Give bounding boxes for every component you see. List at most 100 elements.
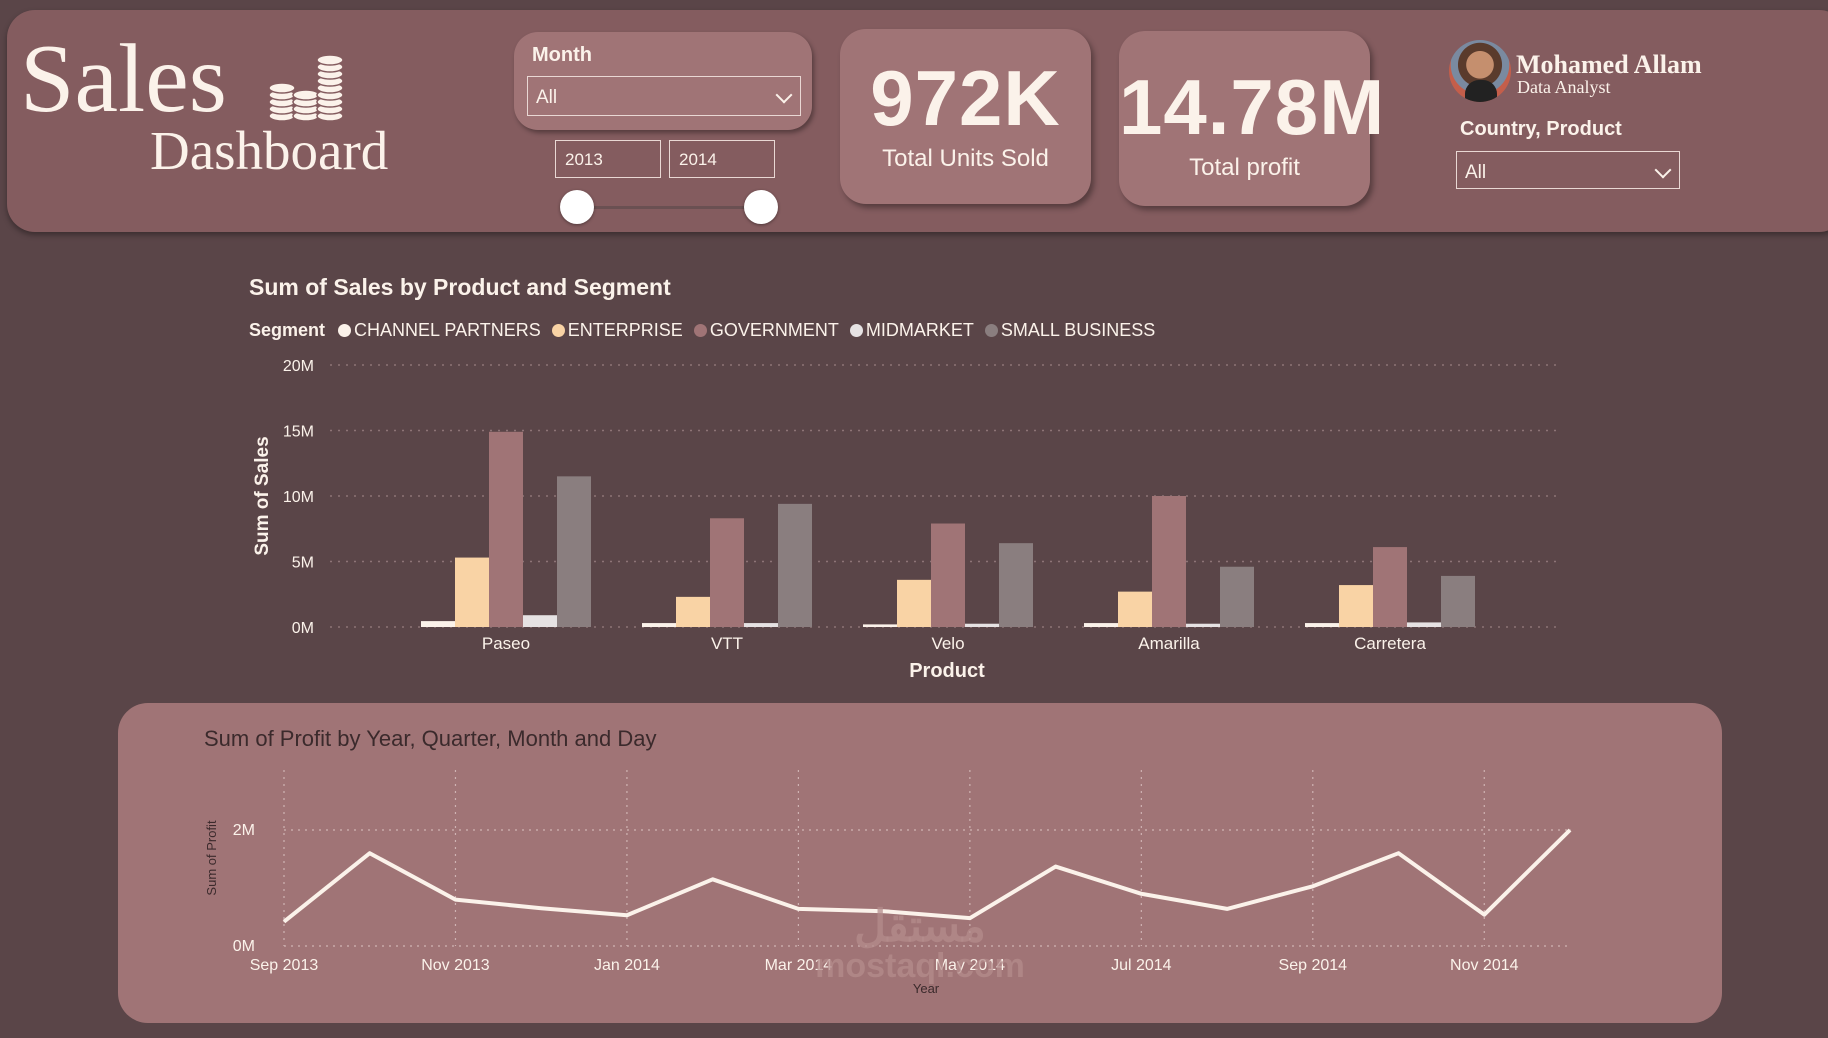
bar-small-business [1441, 575, 1475, 627]
bar-enterprise [676, 596, 710, 627]
legend-item-midmarket[interactable]: MIDMARKET [849, 320, 974, 340]
legend-item-small-business[interactable]: SMALL BUSINESS [984, 320, 1155, 340]
x-tick-label: Jul 2014 [1111, 957, 1172, 974]
profit-point [883, 910, 885, 912]
bar-small-business [1220, 566, 1254, 627]
x-tick-label: Nov 2014 [1450, 957, 1519, 974]
bar-small-business [999, 543, 1033, 627]
x-tick-label: Jan 2014 [594, 957, 660, 974]
profit-point [797, 908, 799, 910]
profit-point [1226, 908, 1228, 910]
profit-point [1569, 829, 1571, 831]
bar-channel-partners [863, 624, 897, 627]
country-product-dropdown[interactable]: All [1456, 151, 1680, 189]
kpi-units-label: Total Units Sold [882, 145, 1049, 172]
bar-midmarket [965, 623, 999, 627]
profit-point [1055, 866, 1057, 868]
bar-enterprise [455, 557, 489, 627]
year-from-input[interactable]: 2013 [555, 140, 661, 178]
bar-government [931, 523, 965, 627]
bar-enterprise [1339, 585, 1373, 627]
profit-point [540, 907, 542, 909]
bar-channel-partners [421, 621, 455, 627]
bar-enterprise [897, 579, 931, 627]
y-axis-label: Sum of Profit [204, 820, 219, 896]
profit-point [1398, 852, 1400, 854]
avatar [1449, 40, 1511, 102]
profit-point [283, 921, 285, 923]
y-tick-label: 5M [292, 555, 314, 572]
kpi-units-value: 972K [870, 54, 1061, 142]
x-tick-label: Mar 2014 [765, 957, 833, 974]
watermark: مستقل mostaql.com [800, 902, 1040, 985]
bar-small-business [778, 503, 812, 627]
bar-midmarket [1186, 623, 1220, 627]
profit-point [1140, 893, 1142, 895]
profit-point [1312, 885, 1314, 887]
x-tick-label: VTT [711, 634, 743, 653]
bar-government [1152, 496, 1186, 627]
x-tick-label: Paseo [482, 634, 530, 653]
user-role: Data Analyst [1517, 77, 1611, 97]
y-tick-label: 10M [283, 489, 314, 506]
profit-point [626, 914, 628, 916]
profit-point [712, 878, 714, 880]
legend-title: Segment [249, 320, 326, 340]
year-slider-start-handle[interactable] [560, 190, 594, 224]
x-axis-label: Product [909, 660, 985, 682]
y-tick-label: 0M [233, 938, 255, 955]
watermark-latin: mostaql.com [815, 947, 1025, 985]
bar-enterprise [1118, 591, 1152, 627]
month-dropdown-value: All [536, 87, 558, 108]
legend-item-enterprise[interactable]: ENTERPRISE [551, 320, 683, 340]
y-tick-label: 2M [233, 822, 255, 839]
kpi-profit-label: Total profit [1189, 154, 1300, 181]
year-slider-end-handle[interactable] [744, 190, 778, 224]
kpi-card-profit: 14.78M Total profit [1119, 31, 1386, 206]
x-tick-label: Sep 2013 [250, 957, 319, 974]
dashboard-title: Sales [20, 25, 227, 133]
profit-point [1483, 914, 1485, 916]
country-product-slicer-label: Country, Product [1460, 118, 1622, 140]
bar-channel-partners [1305, 623, 1339, 627]
profit-point [369, 852, 371, 854]
month-dropdown[interactable]: All [527, 76, 801, 116]
x-tick-label: Amarilla [1138, 634, 1200, 653]
user-name: Mohamed Allam [1516, 50, 1702, 79]
x-tick-label: Sep 2014 [1279, 957, 1348, 974]
profit-point [969, 917, 971, 919]
x-tick-label: Velo [931, 634, 964, 653]
sales-chart-title: Sum of Sales by Product and Segment [249, 274, 671, 300]
profit-chart-title: Sum of Profit by Year, Quarter, Month an… [204, 726, 657, 751]
x-tick-label: Carretera [1354, 634, 1426, 653]
x-tick-label: Nov 2013 [421, 957, 490, 974]
y-tick-label: 20M [283, 358, 314, 375]
watermark-arabic: مستقل [854, 902, 986, 951]
year-to-input[interactable]: 2014 [669, 140, 775, 178]
bar-midmarket [1407, 622, 1441, 627]
bar-channel-partners [1084, 623, 1118, 627]
bar-channel-partners [642, 623, 676, 627]
month-slicer-label: Month [532, 44, 592, 66]
x-tick-label: May 2014 [935, 957, 1005, 974]
kpi-profit-value: 14.78M [1119, 63, 1386, 151]
profit-point [454, 899, 456, 901]
kpi-card-units: 972K Total Units Sold [840, 29, 1091, 204]
bar-government [489, 431, 523, 627]
x-axis-label: Year [913, 981, 940, 996]
profit-series-line [282, 828, 1572, 924]
dashboard-subtitle: Dashboard [150, 120, 389, 181]
bar-midmarket [523, 615, 557, 627]
country-product-dropdown-value: All [1465, 162, 1487, 183]
sales-chart-legend: Segment CHANNEL PARTNERS ENTERPRISE GOVE… [249, 320, 1161, 341]
legend-item-channel-partners[interactable]: CHANNEL PARTNERS [338, 320, 541, 340]
y-tick-label: 0M [292, 620, 314, 637]
sales-bar-chart: 0M 5M 10M 15M 20M Paseo VTT Velo Amarilla Carrete… [252, 358, 1562, 682]
legend-item-government[interactable]: GOVERNMENT [693, 320, 839, 340]
bar-government [710, 518, 744, 627]
bar-government [1373, 547, 1407, 627]
y-axis-label: Sum of Sales [252, 436, 273, 555]
month-slicer: Month All [514, 32, 812, 130]
coin-stack-icon [268, 54, 344, 122]
